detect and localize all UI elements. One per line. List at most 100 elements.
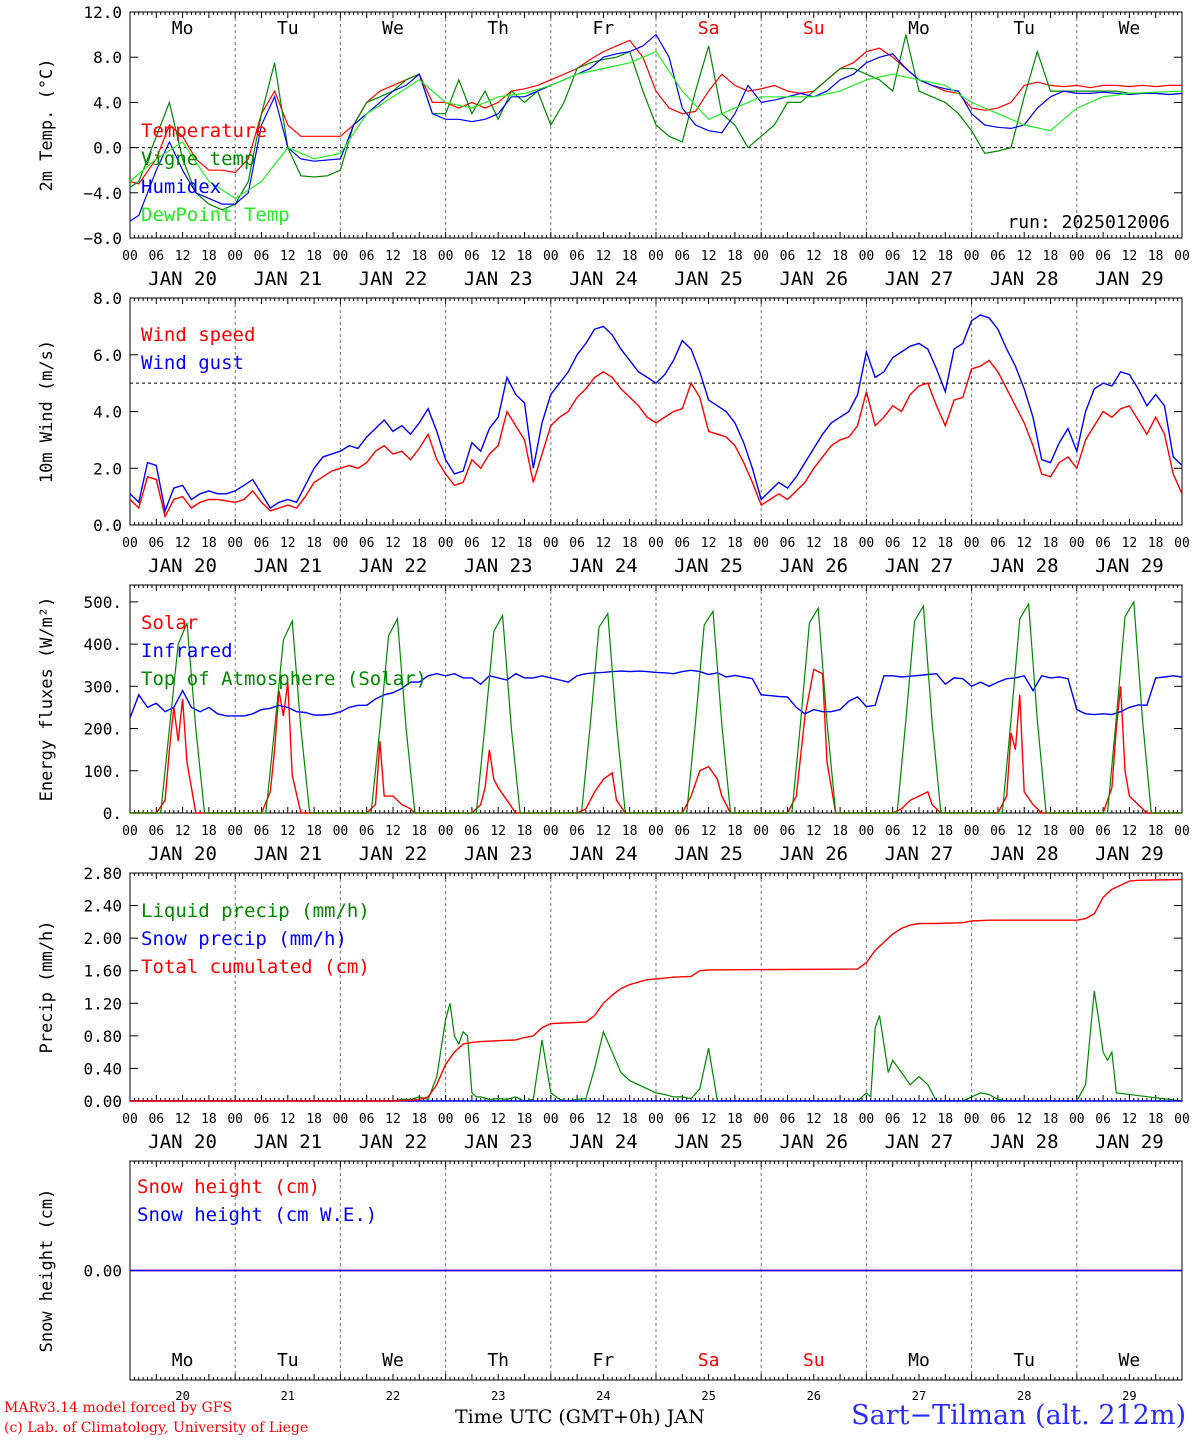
hour-tick-label: 12 — [385, 249, 401, 264]
panel-1: 12.0 8.0 4.0 0.0 −4.0 −8.0 2m Temp. (°C) Temper… — [37, 3, 1190, 290]
y-tick-label: −8.0 — [83, 229, 122, 248]
hour-tick-label: 12 — [385, 1112, 401, 1127]
day-name-label: Mo — [172, 1350, 194, 1371]
hour-tick-label: 06 — [359, 824, 375, 839]
hour-tick-label: 18 — [306, 536, 322, 551]
hour-tick-label: 18 — [622, 1112, 638, 1127]
date-label: JAN 22 — [359, 843, 428, 865]
hour-tick-label: 12 — [806, 536, 822, 551]
hour-tick-label: 18 — [306, 249, 322, 264]
day-number-label: 26 — [807, 1389, 821, 1403]
hour-tick-label: 06 — [990, 1112, 1006, 1127]
y-tick-label: 2.80 — [83, 864, 122, 883]
hour-tick-label: 06 — [674, 1112, 690, 1127]
legend-entry: Temperature — [141, 120, 267, 142]
day-name-label: Su — [803, 1350, 825, 1371]
hour-tick-label: 12 — [911, 249, 927, 264]
day-name-label: Sa — [698, 18, 720, 39]
date-label: JAN 20 — [148, 555, 217, 577]
day-number-label: 23 — [491, 1389, 505, 1403]
hour-tick-label: 06 — [464, 1112, 480, 1127]
day-name-label: Mo — [172, 18, 194, 39]
hour-tick-label: 12 — [1016, 536, 1032, 551]
hour-tick-label: 18 — [201, 536, 217, 551]
hour-tick-label: 12 — [490, 824, 506, 839]
legend-entry: Top of Atmosphere (Solar) — [141, 668, 427, 690]
legend-entry: Snow height (cm W.E.) — [137, 1204, 377, 1226]
day-number-label: 22 — [386, 1389, 400, 1403]
hour-tick-label: 12 — [175, 824, 191, 839]
hour-tick-label: 00 — [543, 249, 559, 264]
day-name-label: Th — [487, 18, 509, 39]
hour-tick-label: 06 — [780, 824, 796, 839]
hour-tick-label: 00 — [753, 536, 769, 551]
hour-tick-label: 12 — [490, 249, 506, 264]
hour-tick-label: 18 — [937, 536, 953, 551]
y-tick-label: 0.00 — [83, 1092, 122, 1111]
hour-tick-label: 18 — [937, 824, 953, 839]
date-label: JAN 23 — [464, 268, 533, 290]
date-label: JAN 25 — [674, 555, 743, 577]
hour-tick-label: 06 — [254, 536, 270, 551]
date-label: JAN 29 — [1095, 1131, 1164, 1153]
hour-tick-label: 00 — [1174, 824, 1190, 839]
hour-tick-label: 06 — [1095, 249, 1111, 264]
hour-tick-label: 12 — [596, 1112, 612, 1127]
y-tick-label: 2.0 — [93, 459, 122, 478]
hour-tick-label: 18 — [411, 1112, 427, 1127]
day-name-label: Mo — [908, 1350, 930, 1371]
hour-tick-label: 12 — [596, 249, 612, 264]
y-tick-label: 0.00 — [83, 1262, 122, 1281]
hour-tick-label: 06 — [674, 824, 690, 839]
hour-tick-label: 12 — [385, 536, 401, 551]
hour-tick-label: 12 — [806, 1112, 822, 1127]
y-axis-label: Energy fluxes (W/m²) — [37, 597, 57, 802]
hour-tick-label: 06 — [780, 1112, 796, 1127]
hour-tick-label: 00 — [964, 1112, 980, 1127]
hour-tick-label: 00 — [438, 536, 454, 551]
date-label: JAN 26 — [779, 843, 848, 865]
day-name-label: Fr — [593, 18, 615, 39]
hour-tick-label: 18 — [1148, 1112, 1164, 1127]
hour-tick-label: 06 — [885, 249, 901, 264]
legend-entry: Vigne temp — [141, 148, 255, 170]
y-tick-label: 500. — [83, 593, 122, 612]
hour-tick-label: 00 — [753, 824, 769, 839]
hour-tick-label: 12 — [280, 1112, 296, 1127]
hour-tick-label: 18 — [832, 536, 848, 551]
hour-tick-label: 00 — [543, 1112, 559, 1127]
hour-tick-label: 06 — [464, 249, 480, 264]
y-axis-label: 2m Temp. (°C) — [37, 58, 57, 191]
hour-tick-label: 18 — [832, 824, 848, 839]
hour-tick-label: 18 — [832, 1112, 848, 1127]
hour-tick-label: 00 — [753, 249, 769, 264]
series-line-green — [129, 34, 1183, 211]
date-label: JAN 23 — [464, 843, 533, 865]
day-number-label: 25 — [701, 1389, 715, 1403]
day-number-label: 21 — [281, 1389, 295, 1403]
time-axis-label: Time UTC (GMT+0h) JAN — [455, 1406, 705, 1428]
series-line-red — [129, 39, 1182, 185]
y-tick-label: 100. — [83, 762, 122, 781]
legend-entry: Infrared — [141, 640, 233, 662]
series-line-red — [130, 668, 1182, 814]
y-tick-label: 0.0 — [93, 516, 122, 535]
hour-tick-label: 00 — [438, 249, 454, 264]
hour-tick-label: 18 — [622, 249, 638, 264]
hour-tick-label: 18 — [306, 824, 322, 839]
y-axis-label: Snow height (cm) — [37, 1189, 57, 1353]
hour-tick-label: 18 — [622, 536, 638, 551]
date-label: JAN 29 — [1095, 555, 1164, 577]
panel-5: 0.00 Snow height (cm) Snow height (cm) Snow… — [37, 1160, 1183, 1403]
day-name-label: Fr — [593, 1350, 615, 1371]
hour-tick-label: 06 — [674, 249, 690, 264]
y-tick-label: 2.40 — [83, 897, 122, 916]
hour-tick-label: 18 — [1043, 824, 1059, 839]
hour-tick-label: 00 — [964, 249, 980, 264]
date-label: JAN 27 — [885, 555, 954, 577]
hour-tick-label: 12 — [280, 536, 296, 551]
hour-tick-label: 12 — [175, 1112, 191, 1127]
hour-tick-label: 12 — [806, 249, 822, 264]
y-tick-label: 1.60 — [83, 962, 122, 981]
date-label: JAN 24 — [569, 268, 638, 290]
